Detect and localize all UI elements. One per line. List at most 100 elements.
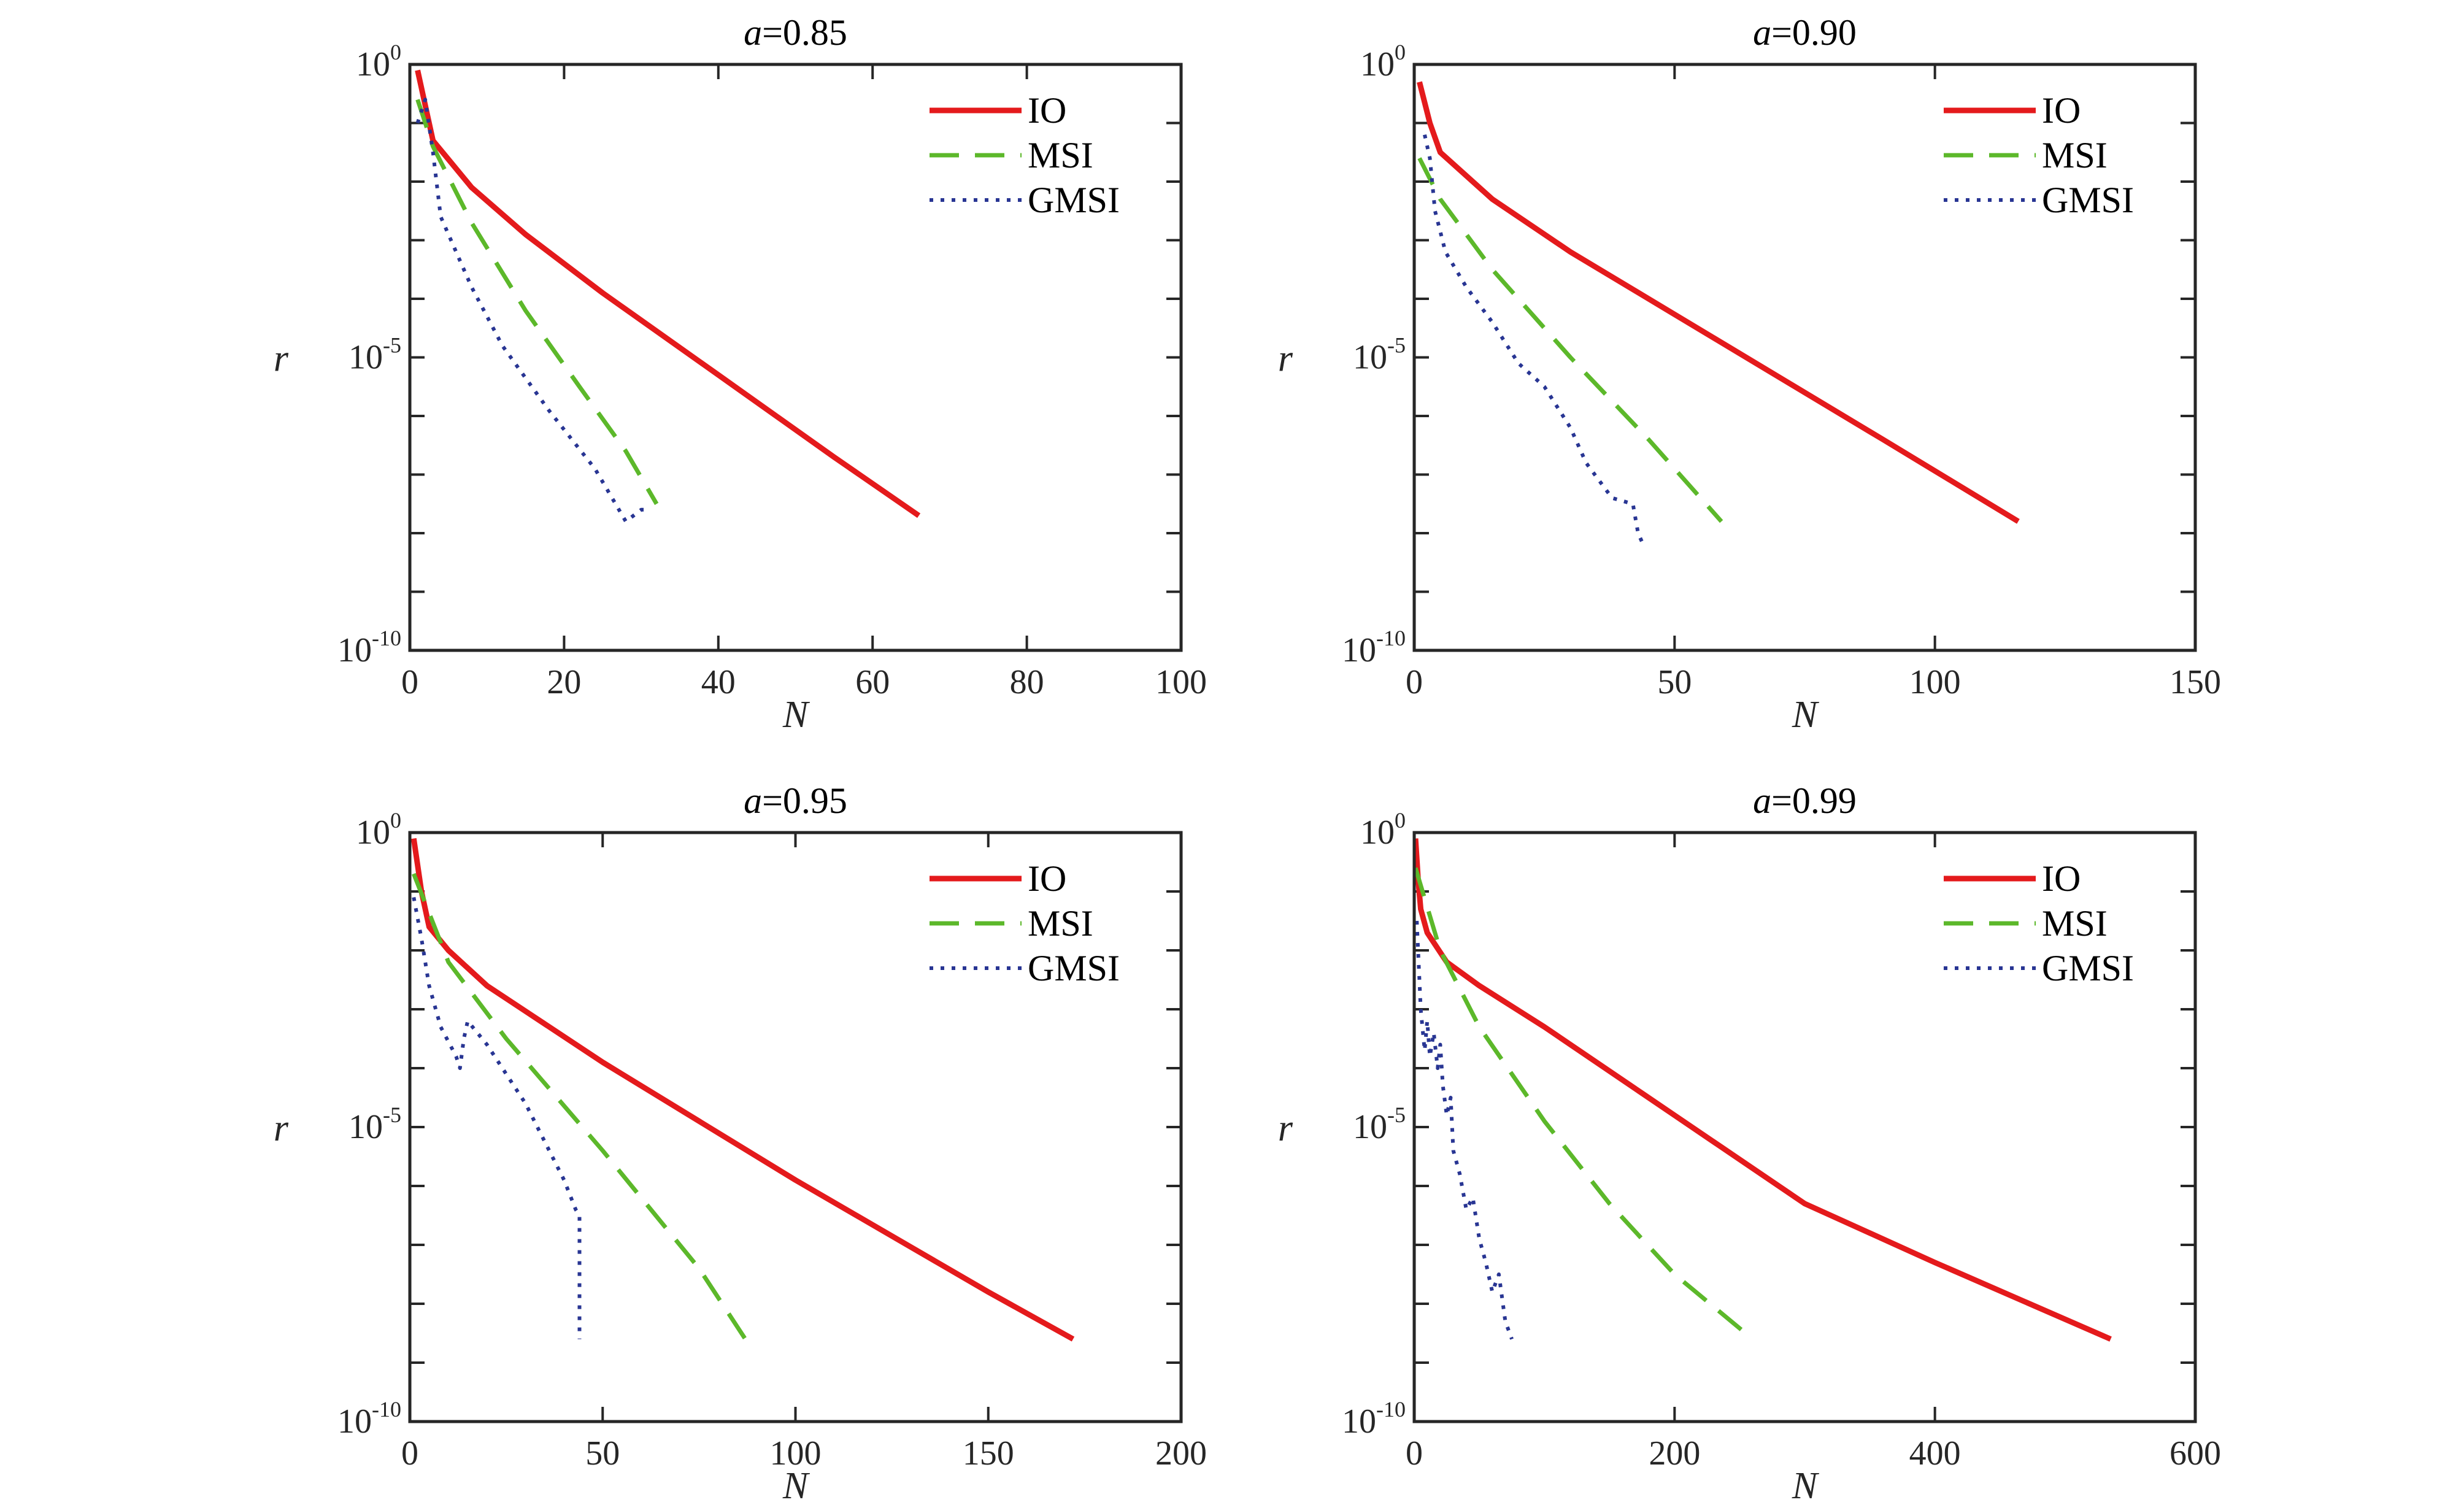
y-tick-base: 10 bbox=[1342, 1403, 1376, 1441]
y-tick-base: 10 bbox=[1360, 814, 1395, 852]
y-tick-label: 10-5 bbox=[348, 1103, 401, 1146]
x-tick-label: 100 bbox=[770, 1434, 822, 1472]
legend-label: IO bbox=[1028, 858, 1066, 899]
x-tick-label: 150 bbox=[2169, 663, 2221, 701]
panel-title: a=0.99 bbox=[1753, 780, 1857, 821]
x-tick-label: 0 bbox=[1406, 663, 1423, 701]
legend-label: IO bbox=[1028, 90, 1066, 131]
legend-label: MSI bbox=[1028, 903, 1093, 944]
x-axis-label: N bbox=[1792, 694, 1820, 736]
chart-panel-1: a=0.850 20 40 60 80 10010010-510-10NrIOMSIGMS… bbox=[274, 12, 1207, 736]
y-tick-exponent: 0 bbox=[1395, 40, 1406, 64]
title-variable: a bbox=[744, 780, 762, 821]
panel-title: a=0.85 bbox=[744, 12, 847, 53]
panel-title: a=0.90 bbox=[1753, 12, 1857, 53]
x-tick-label: 200 bbox=[1155, 1434, 1207, 1472]
x-axis-label: N bbox=[782, 694, 810, 736]
y-tick-label: 10-5 bbox=[1353, 1103, 1406, 1146]
legend-label: GMSI bbox=[2042, 948, 2134, 988]
series-line-msi bbox=[412, 872, 747, 1341]
series-line-msi bbox=[1413, 867, 1754, 1341]
y-tick-base: 10 bbox=[1353, 339, 1387, 377]
y-tick-exponent: 0 bbox=[390, 40, 401, 64]
y-tick-label: 10-10 bbox=[337, 626, 401, 669]
series-line-msi bbox=[1417, 157, 1723, 523]
y-tick-label: 100 bbox=[356, 40, 401, 83]
y-tick-exponent: -5 bbox=[1387, 1103, 1406, 1127]
legend-label: MSI bbox=[1028, 135, 1093, 175]
x-tick-label: 60 bbox=[855, 663, 890, 701]
x-tick-label: 0 bbox=[401, 663, 418, 701]
x-tick-label: 400 bbox=[1909, 1434, 1961, 1472]
title-equals: = bbox=[762, 780, 783, 821]
x-tick-label: 0 bbox=[1406, 1434, 1423, 1472]
title-equals: = bbox=[1771, 780, 1792, 821]
y-tick-exponent: 0 bbox=[390, 808, 401, 833]
y-axis-label: r bbox=[274, 338, 289, 380]
title-variable: a bbox=[1753, 12, 1771, 53]
plot-area bbox=[1414, 64, 2195, 650]
plot-area bbox=[410, 64, 1181, 650]
title-variable: a bbox=[744, 12, 762, 53]
y-tick-label: 10-10 bbox=[1342, 626, 1406, 669]
x-tick-label: 20 bbox=[547, 663, 581, 701]
legend-label: GMSI bbox=[2042, 180, 2134, 220]
x-tick-label: 40 bbox=[701, 663, 736, 701]
legend-label: MSI bbox=[2042, 135, 2108, 175]
series-line-io bbox=[415, 69, 921, 518]
y-axis-label: r bbox=[274, 1107, 289, 1149]
x-tick-label: 150 bbox=[963, 1434, 1014, 1472]
x-tick-label: 200 bbox=[1649, 1434, 1700, 1472]
y-tick-base: 10 bbox=[356, 814, 390, 852]
y-tick-label: 100 bbox=[1360, 808, 1406, 852]
title-value: 0.85 bbox=[783, 12, 847, 53]
x-axis-label: N bbox=[1792, 1465, 1820, 1505]
plot-frame bbox=[408, 63, 1183, 652]
x-tick-label: 50 bbox=[585, 1434, 620, 1472]
y-tick-label: 10-10 bbox=[1342, 1397, 1406, 1441]
series-line-io bbox=[1412, 838, 2112, 1342]
y-tick-label: 10-5 bbox=[1353, 333, 1406, 377]
panel-title: a=0.95 bbox=[744, 780, 847, 821]
x-tick-label: 80 bbox=[1010, 663, 1044, 701]
y-tick-base: 10 bbox=[337, 631, 372, 669]
y-tick-label: 10-10 bbox=[337, 1397, 401, 1441]
y-tick-base: 10 bbox=[1353, 1108, 1387, 1146]
series-line-io bbox=[410, 837, 1075, 1342]
y-axis-label: r bbox=[1278, 338, 1293, 380]
plot-frame bbox=[408, 831, 1183, 1423]
title-equals: = bbox=[762, 12, 783, 53]
title-value: 0.99 bbox=[1792, 780, 1857, 821]
y-tick-exponent: -5 bbox=[1387, 333, 1406, 358]
title-value: 0.90 bbox=[1792, 12, 1857, 53]
y-tick-base: 10 bbox=[1342, 631, 1376, 669]
y-tick-exponent: -10 bbox=[1376, 1397, 1406, 1422]
y-axis-label: r bbox=[1278, 1107, 1293, 1149]
y-tick-exponent: -5 bbox=[383, 1103, 401, 1127]
x-tick-label: 600 bbox=[2169, 1434, 2221, 1472]
legend-label: MSI bbox=[2042, 903, 2108, 944]
series-line-io bbox=[1417, 81, 2020, 524]
series-line-gmsi bbox=[1415, 920, 1514, 1340]
y-tick-base: 10 bbox=[348, 1108, 383, 1146]
legend-label: GMSI bbox=[1028, 948, 1120, 988]
chart-panel-3: a=0.950 50 100 150 20010010-510-10NrIOMSIGMS… bbox=[274, 780, 1207, 1505]
series-line-msi bbox=[415, 99, 659, 506]
title-equals: = bbox=[1771, 12, 1792, 53]
y-tick-exponent: -10 bbox=[372, 626, 401, 650]
x-tick-label: 100 bbox=[1155, 663, 1207, 701]
y-tick-exponent: -10 bbox=[1376, 626, 1406, 650]
y-tick-base: 10 bbox=[1360, 45, 1395, 83]
legend-label: IO bbox=[2042, 90, 2081, 131]
y-tick-label: 100 bbox=[1360, 40, 1406, 83]
y-tick-exponent: -10 bbox=[372, 1397, 401, 1422]
y-tick-label: 10-5 bbox=[348, 333, 401, 377]
y-tick-label: 100 bbox=[356, 808, 401, 852]
y-tick-exponent: 0 bbox=[1395, 808, 1406, 833]
y-tick-base: 10 bbox=[337, 1403, 372, 1441]
y-tick-exponent: -5 bbox=[383, 333, 401, 358]
x-tick-label: 0 bbox=[401, 1434, 418, 1472]
